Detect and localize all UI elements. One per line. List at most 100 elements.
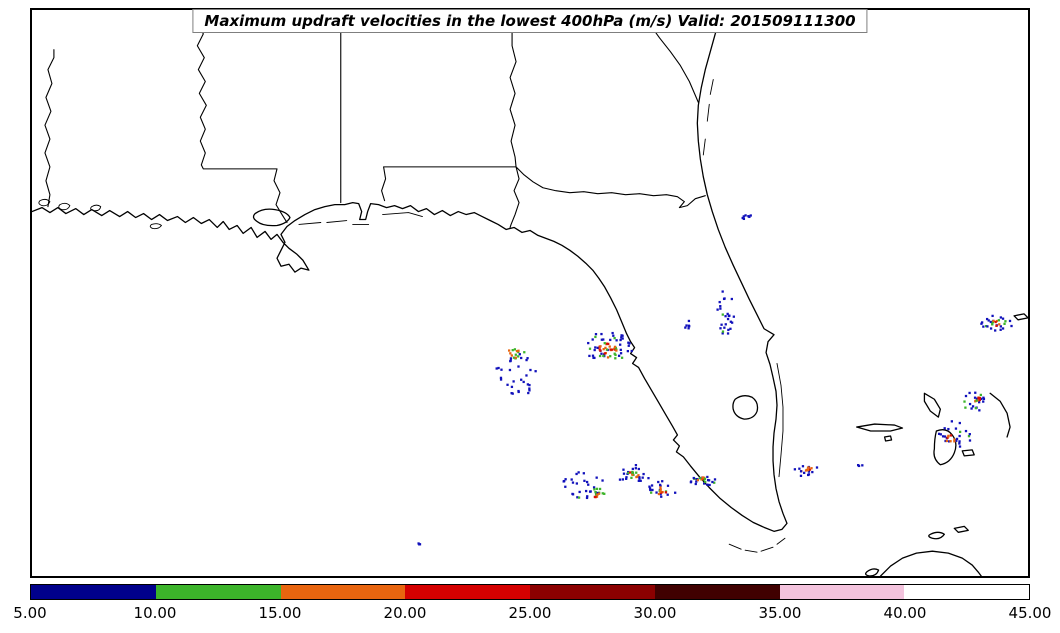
- speckle: [650, 484, 654, 487]
- speckle: [742, 215, 745, 218]
- colorbar-tick-20.00: 20.00: [383, 604, 427, 622]
- speckle: [577, 496, 581, 499]
- colorbar-tick-10.00: 10.00: [133, 604, 177, 622]
- speckle: [637, 479, 640, 482]
- speckle: [968, 391, 971, 395]
- speckle: [985, 317, 989, 321]
- speckle: [620, 334, 623, 337]
- speckle: [721, 332, 724, 335]
- speckle: [1001, 317, 1005, 320]
- florida-keys: [728, 537, 786, 553]
- speckle: [659, 490, 662, 493]
- speckle: [584, 489, 588, 493]
- speckle: [807, 470, 811, 473]
- speckle: [953, 438, 956, 441]
- speckle: [706, 475, 709, 479]
- speckle: [601, 492, 604, 495]
- speckle: [685, 324, 688, 327]
- speckle: [692, 476, 695, 480]
- speckle: [619, 352, 623, 355]
- speckle: [997, 319, 1001, 322]
- speckle: [687, 319, 691, 323]
- speckle: [648, 485, 651, 488]
- colorbar-tick-30.00: 30.00: [633, 604, 677, 622]
- speckle: [982, 400, 985, 403]
- speckle: [628, 342, 631, 345]
- speckle: [627, 471, 630, 475]
- speckle: [970, 407, 973, 410]
- speckle: [513, 348, 517, 351]
- speckle: [647, 476, 650, 480]
- speckle: [949, 440, 952, 443]
- speckle: [659, 492, 662, 496]
- speckle: [603, 342, 606, 345]
- speckle: [637, 467, 640, 471]
- speckle: [655, 491, 658, 494]
- speckle: [703, 477, 707, 480]
- speckle: [595, 495, 599, 498]
- speckle: [730, 297, 733, 301]
- speckle: [806, 466, 810, 469]
- speckle: [1004, 320, 1007, 323]
- speckle: [1001, 327, 1005, 330]
- lagoon-line: [776, 363, 784, 478]
- speckle: [803, 471, 806, 475]
- speckle: [510, 385, 514, 389]
- colorbar-tick-45.00: 45.00: [1008, 604, 1052, 622]
- speckle: [659, 486, 662, 489]
- speckle: [514, 356, 517, 359]
- speckle: [638, 477, 641, 480]
- speckle: [978, 398, 981, 402]
- speckle: [999, 316, 1003, 319]
- speckle: [517, 365, 520, 368]
- speckle: [635, 475, 638, 479]
- colorbar-segment-4: [530, 585, 655, 599]
- speckle: [694, 482, 697, 486]
- speckle: [594, 346, 597, 349]
- speckle: [625, 477, 628, 480]
- speckle: [622, 472, 626, 475]
- speckle: [749, 214, 752, 217]
- speckle: [596, 346, 599, 350]
- speckle: [588, 490, 592, 493]
- speckle: [698, 476, 702, 480]
- speckle: [704, 480, 707, 483]
- speckle: [527, 391, 530, 395]
- speckle: [576, 496, 579, 499]
- speckle-layer: [417, 214, 1013, 546]
- speckle: [732, 315, 735, 318]
- speckle: [594, 333, 598, 336]
- speckle: [509, 357, 513, 360]
- speckle: [963, 400, 966, 403]
- colorbar-segment-7: [904, 585, 1029, 599]
- speckle: [719, 307, 722, 310]
- speckle: [798, 467, 801, 470]
- speckle: [974, 400, 977, 403]
- speckle: [523, 351, 526, 354]
- speckle: [499, 378, 503, 381]
- speckle: [597, 492, 601, 495]
- speckle: [600, 352, 603, 355]
- speckle: [605, 348, 609, 351]
- speckle: [713, 481, 716, 484]
- speckle: [943, 435, 947, 438]
- speckle: [525, 358, 528, 362]
- speckle: [987, 319, 990, 322]
- speckle: [978, 396, 982, 400]
- speckle: [748, 215, 751, 219]
- speckle: [594, 493, 598, 496]
- speckle: [727, 314, 730, 318]
- speckle: [946, 436, 949, 439]
- speckle: [992, 319, 995, 323]
- speckle: [625, 476, 628, 479]
- speckle: [799, 470, 803, 473]
- colorbar-tick-40.00: 40.00: [883, 604, 927, 622]
- speckle: [994, 329, 997, 332]
- colorbar-segment-5: [654, 585, 780, 599]
- speckle: [631, 473, 634, 476]
- speckle: [689, 480, 693, 483]
- speckle: [721, 290, 724, 293]
- speckle: [497, 366, 500, 370]
- speckle: [964, 394, 968, 398]
- speckle: [659, 488, 662, 491]
